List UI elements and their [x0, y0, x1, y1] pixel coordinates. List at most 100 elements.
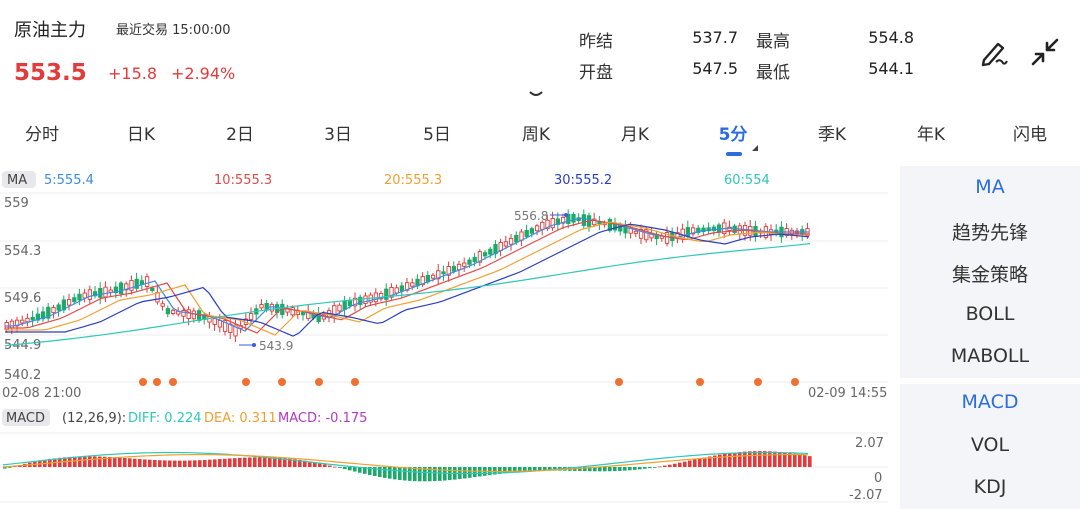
macd-bar: [803, 455, 807, 467]
tab-5min[interactable]: 5分: [718, 125, 748, 145]
candle-body: [701, 227, 706, 233]
macd-bar: [318, 463, 322, 467]
indicator-maboll[interactable]: MABOLL: [950, 345, 1030, 367]
candle-body: [118, 282, 124, 295]
macd-bar: [68, 456, 72, 467]
macd-lines: [2, 451, 809, 475]
tab-quarter-k[interactable]: 季K: [817, 125, 847, 145]
indicator-macd[interactable]: MACD: [961, 391, 1019, 413]
macd-bar: [373, 467, 377, 477]
kline-chart[interactable]: MA 5:555.4 10:555.3 20:555.3 30:555.2 60…: [0, 166, 900, 509]
candle-body: [207, 316, 212, 323]
macd-bar: [693, 459, 697, 467]
tab-3day[interactable]: 3日: [324, 125, 352, 145]
candle-body: [129, 279, 134, 291]
macd-bar: [788, 453, 792, 467]
price-axis-3: 549.6: [4, 291, 41, 306]
macd-bar: [618, 467, 622, 471]
candle-body: [690, 227, 696, 235]
tab-5day[interactable]: 5日: [423, 125, 451, 145]
ma5-line: [5, 217, 809, 332]
candle-body: [503, 241, 509, 247]
ma10-line: [5, 219, 809, 334]
indicator-kdj[interactable]: KDJ: [973, 476, 1007, 498]
draw-icon[interactable]: [976, 34, 1012, 70]
candle-body: [113, 286, 119, 294]
signal-dot: [696, 378, 704, 386]
macd-bar: [218, 459, 222, 467]
candle-body: [644, 229, 649, 241]
tab-2day[interactable]: 2日: [226, 125, 254, 145]
candle-body: [259, 304, 264, 309]
candle-body: [566, 213, 571, 224]
candle-body: [155, 292, 160, 303]
tab-day-k[interactable]: 日K: [126, 125, 156, 145]
ma60-legend: 60:554: [724, 173, 770, 188]
tab-fenshi[interactable]: 分时: [25, 125, 59, 145]
macd-bar: [353, 467, 357, 472]
diff-line: [2, 451, 809, 475]
candle-body: [191, 310, 197, 320]
price-axis-4: 544.9: [4, 338, 41, 353]
macd-bar: [163, 460, 167, 467]
candle-body: [519, 231, 524, 241]
macd-bar: [133, 458, 137, 467]
macd-bar: [98, 456, 102, 467]
chevron-down-icon[interactable]: [528, 89, 544, 99]
macd-bar: [178, 460, 182, 467]
candle-body: [66, 299, 72, 306]
candle-body: [706, 227, 711, 232]
macd-bar: [688, 460, 692, 467]
macd-bar: [588, 467, 592, 472]
macd-bar: [253, 457, 257, 467]
macd-bar: [423, 467, 427, 482]
candle-body: [342, 300, 347, 310]
indicator-vol[interactable]: VOL: [970, 434, 1010, 456]
tab-month-k[interactable]: 月K: [620, 125, 650, 145]
candle-body: [430, 274, 436, 279]
candle-body: [633, 230, 639, 234]
low-label: 543.9: [259, 339, 293, 353]
candle-body: [352, 297, 358, 307]
candle-body: [524, 230, 529, 237]
indicator-ma[interactable]: MA: [975, 176, 1005, 198]
candle-body: [98, 288, 103, 298]
candle-body: [25, 317, 30, 323]
tab-week-k[interactable]: 周K: [521, 125, 551, 145]
macd-bar: [668, 464, 672, 467]
tab-menu-triangle-icon[interactable]: [752, 145, 758, 151]
indicator-trend[interactable]: 趋势先锋: [951, 222, 1028, 244]
macd-bar: [418, 467, 422, 482]
tab-flash[interactable]: 闪电: [1013, 125, 1047, 145]
candle-body: [456, 263, 462, 271]
macd-bar: [768, 451, 772, 467]
macd-bar: [138, 459, 142, 467]
ma-tag[interactable]: MA: [7, 173, 27, 188]
macd-bar: [183, 460, 187, 467]
high-label: 556.8: [514, 209, 548, 223]
instrument-title: 原油主力: [14, 20, 86, 41]
macd-bar: [628, 467, 632, 471]
indicator-jijin[interactable]: 集金策略: [951, 264, 1028, 286]
ma5-legend: 5:555.4: [44, 173, 94, 188]
macd-bar: [263, 457, 267, 467]
macd-bar: [283, 458, 287, 467]
macd-bar: [398, 467, 402, 480]
macd-tag-bg[interactable]: [2, 409, 50, 426]
macd-bar: [798, 454, 802, 467]
macd-bar: [103, 456, 107, 467]
candle-body: [488, 248, 493, 255]
macd-bar: [153, 459, 157, 467]
macd-params: (12,26,9):: [62, 411, 126, 426]
candle-body: [186, 309, 191, 319]
macd-bar: [173, 460, 177, 467]
signal-dot: [791, 378, 799, 386]
indicator-boll[interactable]: BOLL: [965, 303, 1015, 325]
candle-body: [529, 228, 535, 234]
macd-tag[interactable]: MACD: [6, 411, 45, 426]
macd-bar: [603, 467, 607, 472]
tab-year-k[interactable]: 年K: [916, 125, 946, 145]
macd-bar: [168, 460, 172, 467]
ma-tag-bg[interactable]: [2, 171, 36, 188]
collapse-icon[interactable]: [1027, 34, 1063, 70]
